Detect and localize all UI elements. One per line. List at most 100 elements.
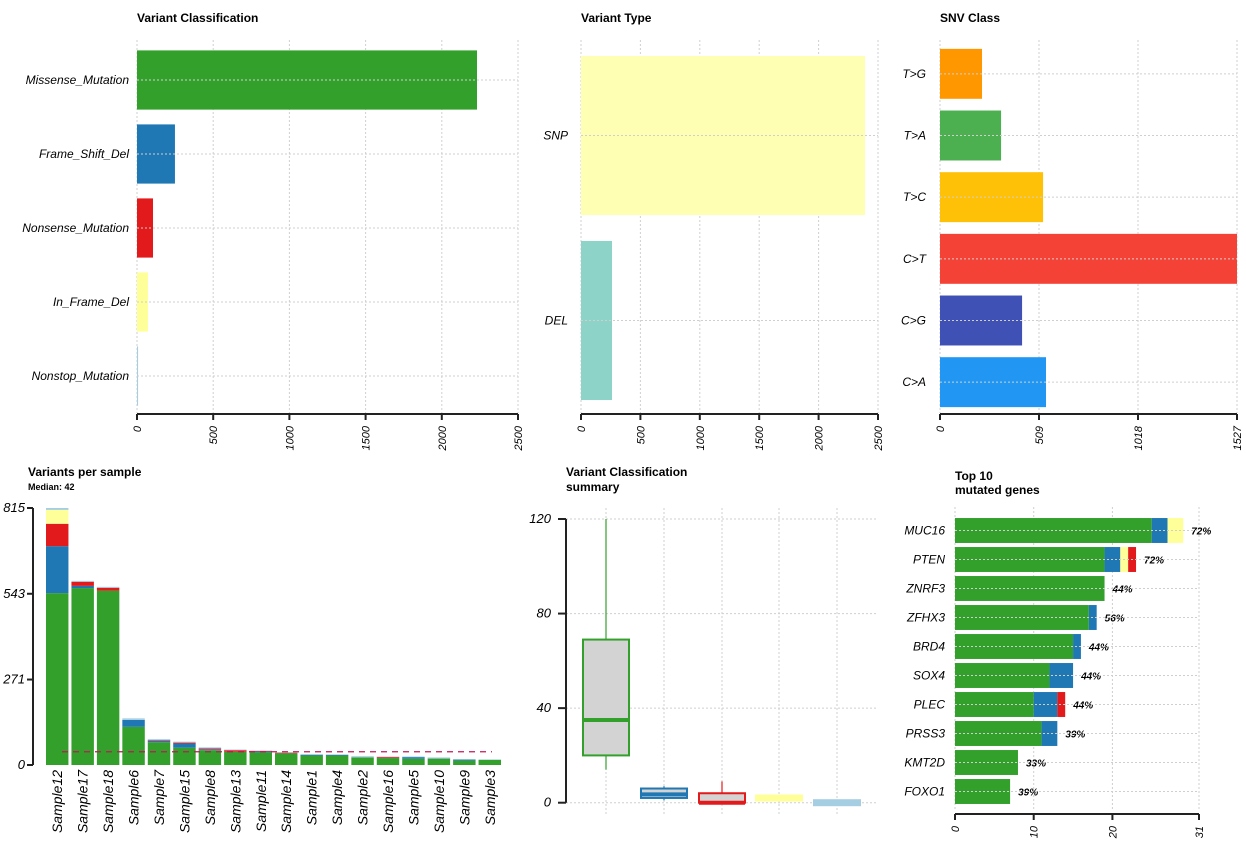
x-tick-label: 1000 <box>284 425 296 450</box>
category-label: PLEC <box>914 698 946 712</box>
sample-label: Sample14 <box>278 770 294 833</box>
bar-segment-missense_mutation <box>249 752 272 765</box>
sample-label: Sample13 <box>227 770 243 833</box>
bar-segment-missense_mutation <box>198 750 222 765</box>
category-label: C>A <box>902 375 926 389</box>
bar-segment-missense_mutation <box>376 758 400 765</box>
category-label: In_Frame_Del <box>53 295 129 309</box>
sample-label: Sample8 <box>202 770 218 825</box>
category-label: MUC16 <box>904 524 945 538</box>
percent-label: 44% <box>1072 701 1093 712</box>
x-tick-label: 1500 <box>361 425 373 450</box>
bar-segment-nonstop_mutation <box>173 741 196 743</box>
bar-segment-in_frame_del <box>46 509 69 524</box>
x-tick-label: 20 <box>1107 825 1119 839</box>
bar-segment-missense_mutation <box>173 747 196 765</box>
category-label: C>G <box>901 314 926 328</box>
percent-label: 33% <box>1026 759 1046 770</box>
bar-segment-nonsense_mutation <box>173 742 196 744</box>
bar-segment-missense_mutation <box>478 759 501 765</box>
percent-label: 72% <box>1144 556 1164 567</box>
bar-segment-frame_shift_del <box>173 743 196 748</box>
median-subtitle: Median: 42 <box>28 482 75 492</box>
y-tick-label: 271 <box>2 672 25 687</box>
bar-segment-missense_mutation <box>147 742 171 765</box>
bar-segment-nonstop_mutation <box>300 753 323 755</box>
bar-segment-missense_mutation <box>402 758 425 765</box>
bar-segment-missense_mutation <box>46 593 69 765</box>
chart-title: Variants per sample <box>28 465 142 479</box>
bar-segment-nonstop_mutation <box>147 739 171 741</box>
bar-segment-missense_mutation <box>955 663 1050 688</box>
category-label: DEL <box>545 314 568 328</box>
x-tick-label: 0 <box>935 425 947 432</box>
y-tick-label: 0 <box>18 757 26 772</box>
bar-segment-nonstop_mutation <box>402 756 425 758</box>
bar-segment-nonstop_mutation <box>198 747 222 749</box>
percent-label: 39% <box>1018 788 1038 799</box>
sample-label: Sample4 <box>329 770 345 825</box>
x-tick-label: 1018 <box>1133 425 1145 450</box>
boxplot-nonsense_mutation <box>698 781 746 805</box>
bar-segment-nonstop_mutation <box>453 759 476 760</box>
bar-segment-missense_mutation <box>427 758 451 765</box>
x-tick-label: 1527 <box>1232 425 1244 450</box>
boxplot-in_frame_del <box>755 794 803 802</box>
bar-segment-frame_shift_del <box>122 719 145 727</box>
bar <box>940 172 1044 223</box>
category-label: ZFHX3 <box>906 611 945 625</box>
bar-segment-nonstop_mutation <box>351 756 374 758</box>
bar-segment-nonsense_mutation <box>224 750 247 752</box>
category-label: KMT2D <box>904 756 945 770</box>
bar-segment-nonstop_mutation <box>224 749 247 751</box>
bar-segment-nonstop_mutation <box>478 759 501 760</box>
category-label: ZNRF3 <box>905 582 945 596</box>
snv_class-chart: SNV Class T>G T>A T>C C>T C>G C>A 0 509 1018 1527 <box>901 11 1244 450</box>
sample-label: Sample12 <box>49 770 65 833</box>
x-tick-label: 500 <box>208 425 220 444</box>
variant_type-chart: Variant Type SNP DEL 0 500 1000 1500 2000 2500 <box>543 11 885 451</box>
bar-segment-nonsense_mutation <box>96 587 120 591</box>
bar-segment-missense_mutation <box>955 605 1089 630</box>
percent-label: 39% <box>1065 730 1085 741</box>
category-label: Nonsense_Mutation <box>22 221 129 235</box>
bar-segment-nonstop_mutation <box>427 757 451 759</box>
y-tick-label: 815 <box>3 500 25 515</box>
category-label: PRSS3 <box>906 727 946 741</box>
boxplot-frame_shift_del <box>640 786 688 801</box>
bar-segment-frame_shift_del <box>453 759 476 761</box>
x-tick-label: 10 <box>1029 825 1041 838</box>
category-label: T>A <box>904 129 926 143</box>
bar-segment-missense_mutation <box>96 590 120 765</box>
bar-segment-nonstop_mutation <box>71 580 94 582</box>
bar-segment-nonstop_mutation <box>46 508 69 510</box>
bar-segment-nonsense_mutation <box>71 581 94 586</box>
variant_classification-chart: Variant Classification Missense_Mutation F… <box>22 11 525 451</box>
y-tick-label: 543 <box>3 586 25 601</box>
category-label: T>G <box>902 67 926 81</box>
sample-label: Sample3 <box>482 770 498 825</box>
y-tick-label: 120 <box>529 511 551 526</box>
box <box>755 794 803 802</box>
box <box>813 799 861 807</box>
chart-title: SNV Class <box>940 11 1000 25</box>
chart-title: Variant Classification <box>566 465 687 479</box>
bar-segment-frame_shift_del <box>147 740 171 743</box>
bar-segment-frame_shift_del <box>198 749 222 751</box>
bar-segment-missense_mutation <box>453 760 476 765</box>
bar-segment-missense_mutation <box>325 755 349 765</box>
bar-segment-missense_mutation <box>955 692 1034 717</box>
sample-label: Sample7 <box>151 769 167 825</box>
chart-title: Variant Type <box>581 11 652 25</box>
category-label: Missense_Mutation <box>26 73 130 87</box>
bar-segment-nonstop_mutation <box>275 752 298 753</box>
category-label: BRD4 <box>913 640 945 654</box>
bar-segment-frame_shift_del <box>46 546 69 594</box>
x-tick-label: 2000 <box>814 425 826 451</box>
x-tick-label: 1000 <box>695 425 707 450</box>
x-tick-label: 2000 <box>437 425 449 451</box>
bar-segment-frame_shift_del <box>1049 663 1074 688</box>
